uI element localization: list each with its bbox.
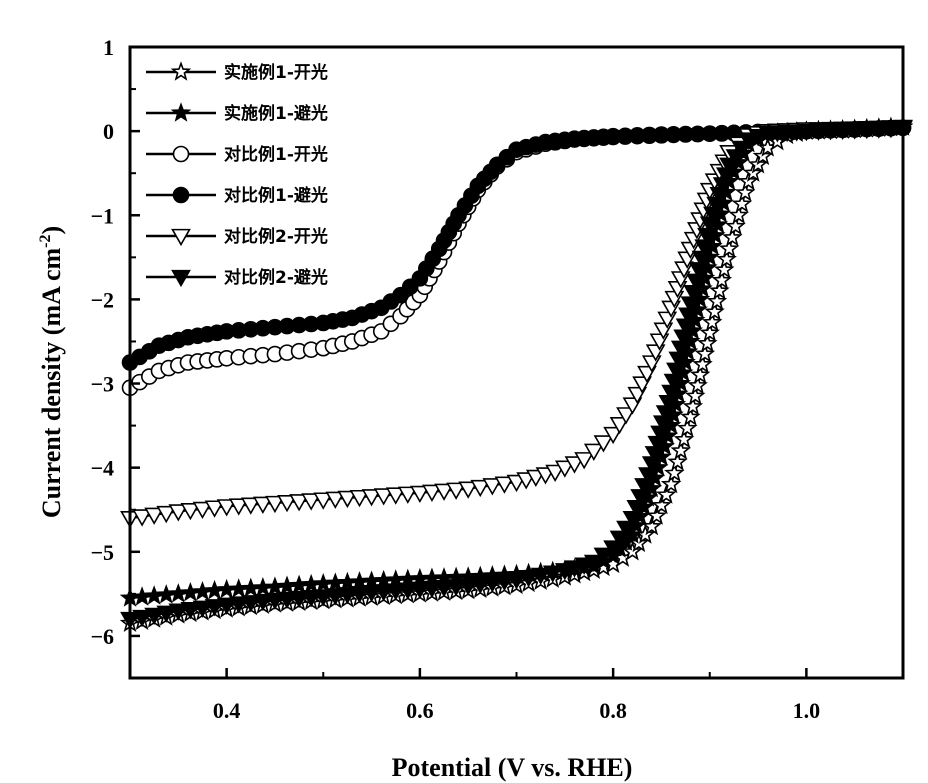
y-axis-title-superscript: -2 <box>37 235 54 248</box>
legend-marker <box>174 188 189 203</box>
legend-marker <box>174 147 189 162</box>
legend-entry: 对比例1-避光 <box>146 185 328 206</box>
series-point <box>219 581 235 596</box>
y-axis-title-close: ) <box>37 226 66 235</box>
series-point <box>170 585 186 600</box>
x-tick-label: 0.6 <box>406 698 434 723</box>
y-tick-label: −6 <box>90 624 114 649</box>
x-axis-title: Potential (V vs. RHE) <box>392 753 633 782</box>
legend-label: 实施例1-开光 <box>224 62 328 83</box>
x-tick-label: 1.0 <box>793 698 821 723</box>
series-point <box>231 581 247 596</box>
legend-entry: 对比例1-开光 <box>146 144 328 165</box>
series-point <box>243 580 259 595</box>
series-point <box>206 582 222 597</box>
x-tick-label: 0.4 <box>213 698 241 723</box>
y-tick-label: 0 <box>103 119 114 144</box>
y-tick-label: −1 <box>90 203 114 228</box>
series-point <box>182 584 198 599</box>
legend-entry: 对比例2-开光 <box>146 226 328 247</box>
legend-marker <box>173 64 189 79</box>
series-point <box>134 589 150 604</box>
legend-label: 对比例2-避光 <box>224 267 328 288</box>
legend-entry: 实施例1-开光 <box>146 62 328 83</box>
legend-label: 对比例1-开光 <box>224 144 328 165</box>
legend-label: 对比例2-开光 <box>224 226 328 247</box>
y-tick-label: −5 <box>90 540 114 565</box>
series-point <box>194 583 210 598</box>
y-axis-title: Current density (mA cm-2) <box>37 226 66 518</box>
series-line <box>130 128 903 388</box>
legend-label: 实施例1-避光 <box>224 103 328 124</box>
y-axis-title-main: Current density (mA cm <box>37 248 66 519</box>
series-point <box>303 576 319 591</box>
series-point <box>158 586 174 601</box>
y-tick-label: 1 <box>103 35 114 60</box>
series-point <box>255 579 271 594</box>
series-point <box>279 578 295 593</box>
y-tick-label: −3 <box>90 372 114 397</box>
legend: 实施例1-开光实施例1-避光对比例1-开光对比例1-避光对比例2-开光对比例2-… <box>146 62 328 288</box>
y-tick-label: −2 <box>90 287 114 312</box>
series-point <box>267 579 283 594</box>
y-tick-label: −4 <box>90 456 114 481</box>
series-point <box>146 587 162 602</box>
legend-entry: 对比例2-避光 <box>146 267 328 288</box>
series-point <box>291 577 307 592</box>
legend-entry: 实施例1-避光 <box>146 103 328 124</box>
x-tick-label: 0.8 <box>599 698 627 723</box>
legend-marker <box>173 105 189 120</box>
legend-label: 对比例1-避光 <box>224 185 328 206</box>
